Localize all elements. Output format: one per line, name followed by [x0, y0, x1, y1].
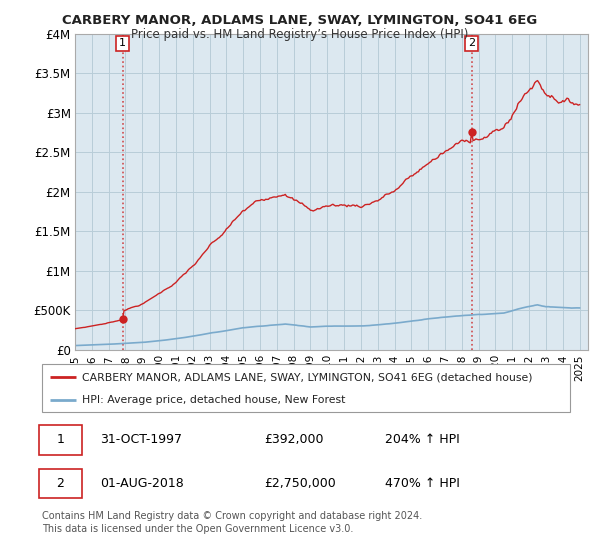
Text: 31-OCT-1997: 31-OCT-1997 [100, 433, 182, 446]
Text: 01-AUG-2018: 01-AUG-2018 [100, 477, 184, 490]
Text: CARBERY MANOR, ADLAMS LANE, SWAY, LYMINGTON, SO41 6EG (detached house): CARBERY MANOR, ADLAMS LANE, SWAY, LYMING… [82, 372, 532, 382]
Text: 1: 1 [119, 38, 126, 48]
Text: CARBERY MANOR, ADLAMS LANE, SWAY, LYMINGTON, SO41 6EG: CARBERY MANOR, ADLAMS LANE, SWAY, LYMING… [62, 14, 538, 27]
Text: Contains HM Land Registry data © Crown copyright and database right 2024.
This d: Contains HM Land Registry data © Crown c… [42, 511, 422, 534]
Text: Price paid vs. HM Land Registry’s House Price Index (HPI): Price paid vs. HM Land Registry’s House … [131, 28, 469, 41]
Text: HPI: Average price, detached house, New Forest: HPI: Average price, detached house, New … [82, 395, 345, 405]
FancyBboxPatch shape [40, 469, 82, 498]
Text: £2,750,000: £2,750,000 [264, 477, 335, 490]
FancyBboxPatch shape [40, 425, 82, 455]
Text: 1: 1 [56, 433, 64, 446]
Text: 470% ↑ HPI: 470% ↑ HPI [385, 477, 460, 490]
Text: 204% ↑ HPI: 204% ↑ HPI [385, 433, 460, 446]
FancyBboxPatch shape [42, 364, 570, 412]
Text: 2: 2 [468, 38, 475, 48]
Text: 2: 2 [56, 477, 64, 490]
Text: £392,000: £392,000 [264, 433, 323, 446]
